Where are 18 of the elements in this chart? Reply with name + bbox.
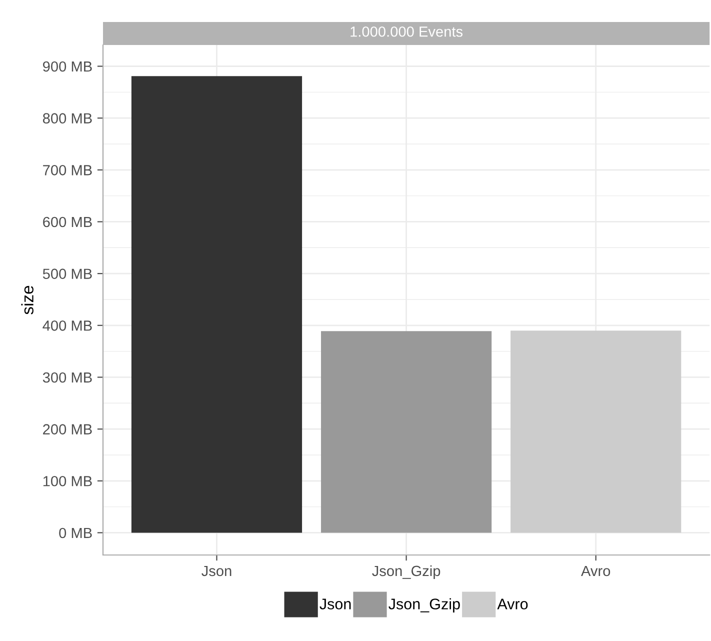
y-tick-label: 200 MB <box>43 424 92 434</box>
x-tick-label: Avro <box>581 566 610 576</box>
y-tick-label: 700 MB <box>43 165 92 176</box>
y-axis-title: size <box>21 286 34 314</box>
y-tick-label: 300 MB <box>42 372 92 383</box>
y-tick-label: 900 MB <box>43 61 92 72</box>
y-tick-label: 600 MB <box>43 216 92 228</box>
y-tick-label: 500 MB <box>42 268 92 279</box>
legend-label: Avro <box>497 598 528 610</box>
x-tick-label: Json <box>202 566 232 576</box>
y-tick-label: 0 MB <box>59 528 92 538</box>
x-tick-label: Json_Gzip <box>372 565 440 580</box>
y-tick-label: 400 MB <box>42 320 92 331</box>
y-tick-label: 100 MB <box>43 476 92 486</box>
y-tick-label: 800 MB <box>42 113 92 124</box>
legend-label: Json_Gzip <box>388 598 460 612</box>
chart-title: 1.000.000 Events <box>350 26 463 37</box>
legend-label: Json <box>320 598 351 610</box>
